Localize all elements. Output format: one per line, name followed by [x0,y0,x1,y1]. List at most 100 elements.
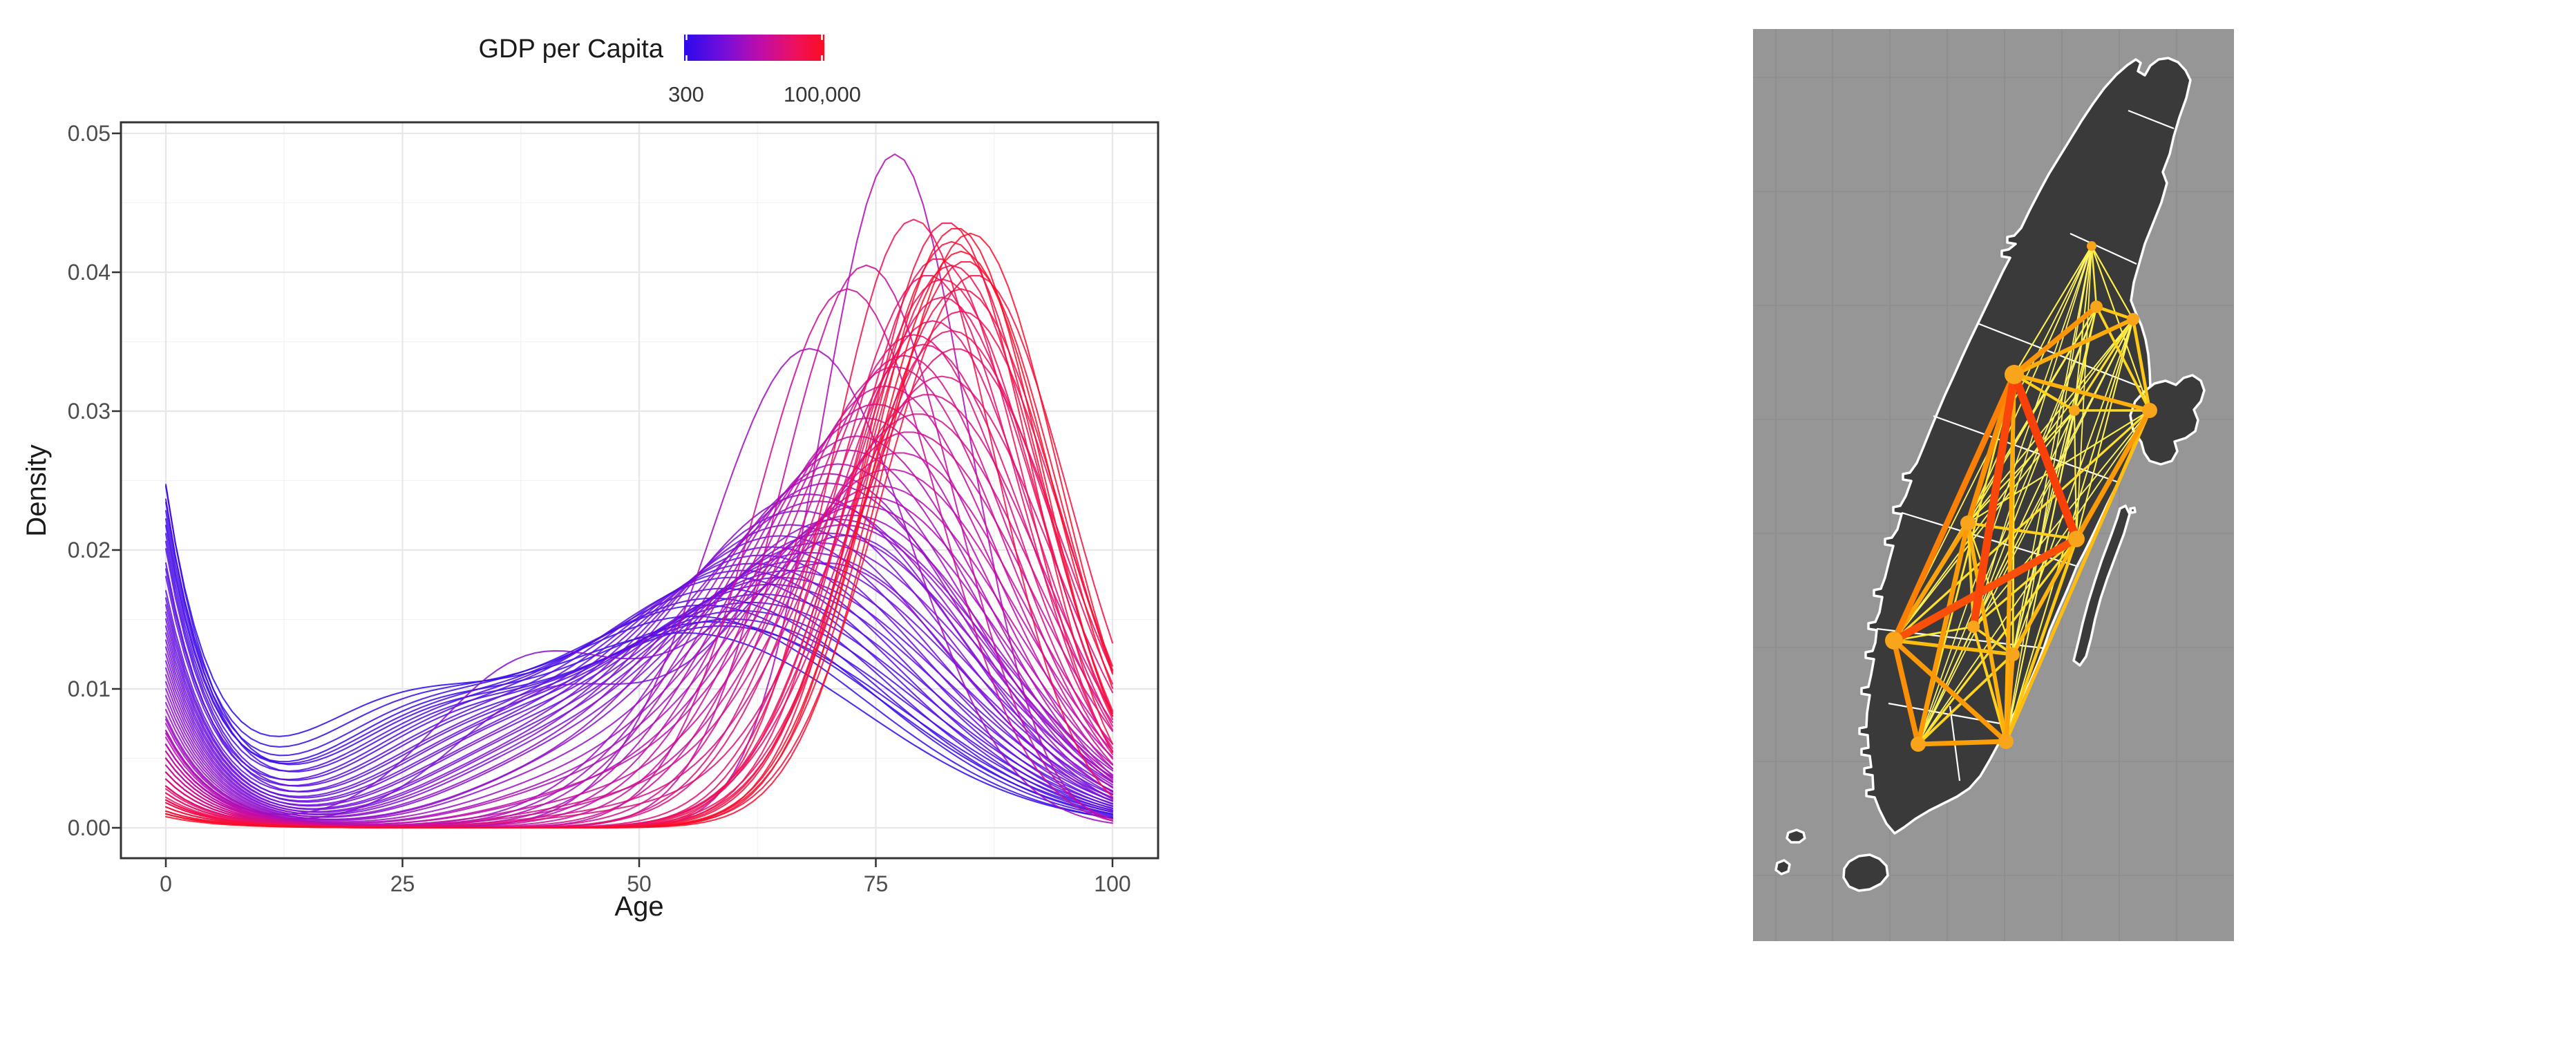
network-edge [1890,535,2081,645]
network-edge [2004,537,2078,743]
network-node [1967,621,1980,633]
network-edge [1915,739,2009,747]
network-node [1998,734,2014,749]
legend-title: GDP per Capita [478,35,663,64]
density-curve [164,551,1114,813]
age-density-chart: 0 25 50 75 100 0.00 0.01 0.02 0.03 0.04 0.05 Age D… [21,35,1159,922]
network-edge [2003,652,2016,744]
density-curve [164,533,1114,815]
density-curve [164,524,1114,822]
network-edge [2005,245,2092,742]
network-edge [1973,245,2092,627]
network-edge [1966,521,2008,743]
density-curve [164,524,1114,815]
density-curve [164,485,1114,819]
network-edge [1972,538,2078,628]
network-edge [1893,409,2151,642]
network-edge [2011,316,2136,377]
network-edge [2090,245,2098,308]
network-nodes [1885,241,2157,752]
network-node [2005,365,2024,384]
axis-ticks [112,132,1114,867]
density-curve [164,501,1114,819]
network-edge [2011,537,2078,656]
density-curve [164,482,1114,820]
network-edge [2003,372,2017,744]
legend-tick-marks [685,35,823,61]
colorbar-legend: GDP per Capita 300 100,000 [478,35,861,106]
network-edge [1971,625,2008,743]
network-edge [2011,304,2099,377]
network-node [2127,313,2139,325]
network-edge [1893,625,1975,642]
network-node [2006,647,2020,661]
landmass-mill-rock [2129,506,2137,514]
network-edge [2010,370,2081,543]
network-edge [1915,520,1971,747]
network-node [2087,241,2096,251]
network-edge [2004,408,2152,743]
landmass-roosevelt-island [2072,504,2131,667]
density-curve [164,496,1114,824]
network-edge [1891,638,1921,747]
network-edges [1890,245,2152,747]
network-edge [2074,408,2152,542]
boundary-line [2070,233,2137,265]
x-tick-label: 75 [864,871,889,896]
density-curve [164,568,1114,813]
network-edge [1973,306,2097,627]
density-curve [164,493,1114,815]
density-curve [164,569,1114,811]
density-curve [164,250,1114,829]
x-tick-label: 25 [390,871,415,896]
network-edge [2131,317,2152,413]
network-edge [1917,653,2014,746]
network-node [1911,737,1926,752]
x-axis-title: Age [614,891,663,922]
axis-tick-labels: 0 25 50 75 100 0.00 0.01 0.02 0.03 0.04 0.05 [68,121,1131,896]
y-tick-label: 0.00 [68,815,111,840]
network-edge [1892,638,2015,656]
network-edge [1917,538,2078,746]
x-tick-label: 0 [160,871,172,896]
network-edge [2090,245,2134,321]
legend-max-label: 100,000 [784,82,861,106]
landmass-ellis-island [1786,828,1806,844]
network-edge [2013,245,2093,376]
legend-gradient-bar [684,35,824,61]
y-tick-label: 0.02 [68,538,111,562]
network-edge [1891,638,2009,744]
boundary-line [2128,109,2175,130]
density-curve [164,535,1114,806]
network-edge [2073,409,2078,540]
y-tick-label: 0.01 [68,676,111,701]
density-curves [164,153,1114,829]
network-node [1885,632,1903,650]
x-tick-label: 50 [627,871,652,896]
y-tick-label: 0.05 [68,121,111,146]
y-tick-label: 0.04 [68,260,111,285]
network-edge [1967,409,2076,524]
network-edge [2012,319,2134,655]
manhattan-network-map [1753,29,2234,941]
network-node [2090,301,2103,313]
network-edge [1969,370,2018,631]
network-edge [2012,410,2075,655]
network-edge [2095,305,2151,412]
density-curve [164,554,1114,808]
network-edge [2012,372,2152,413]
network-edge [1891,520,1971,643]
network-edge [2012,372,2076,413]
network-edge [2075,318,2134,540]
density-curve [164,562,1114,810]
network-edge [2090,245,2151,412]
network-edge [2073,318,2134,412]
network-edge [2012,245,2092,655]
density-curve [164,510,1114,813]
network-edge [1917,306,2097,745]
network-edge [1967,409,2151,524]
network-node [2069,405,2080,416]
density-curve [164,484,1114,813]
network-node [2068,531,2085,547]
y-tick-label: 0.03 [68,399,111,424]
